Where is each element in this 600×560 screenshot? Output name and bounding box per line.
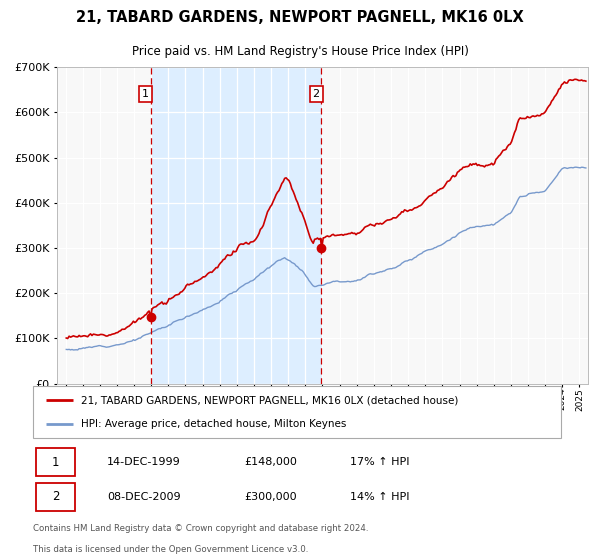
FancyBboxPatch shape — [33, 386, 561, 438]
Text: HPI: Average price, detached house, Milton Keynes: HPI: Average price, detached house, Milt… — [80, 419, 346, 429]
Text: 08-DEC-2009: 08-DEC-2009 — [107, 492, 181, 502]
Text: 14% ↑ HPI: 14% ↑ HPI — [350, 492, 409, 502]
Text: Contains HM Land Registry data © Crown copyright and database right 2024.: Contains HM Land Registry data © Crown c… — [33, 524, 368, 533]
FancyBboxPatch shape — [35, 448, 75, 476]
Text: This data is licensed under the Open Government Licence v3.0.: This data is licensed under the Open Gov… — [33, 544, 308, 554]
Text: £300,000: £300,000 — [244, 492, 297, 502]
Text: 1: 1 — [52, 455, 59, 469]
Bar — [151, 67, 322, 384]
Text: 14-DEC-1999: 14-DEC-1999 — [107, 457, 181, 467]
FancyBboxPatch shape — [35, 483, 75, 511]
Text: Price paid vs. HM Land Registry's House Price Index (HPI): Price paid vs. HM Land Registry's House … — [131, 45, 469, 58]
Text: 17% ↑ HPI: 17% ↑ HPI — [350, 457, 409, 467]
Text: £148,000: £148,000 — [244, 457, 297, 467]
Text: 2: 2 — [52, 491, 59, 503]
Text: 1: 1 — [142, 89, 149, 99]
Text: 21, TABARD GARDENS, NEWPORT PAGNELL, MK16 0LX (detached house): 21, TABARD GARDENS, NEWPORT PAGNELL, MK1… — [80, 395, 458, 405]
Text: 2: 2 — [313, 89, 320, 99]
Text: 21, TABARD GARDENS, NEWPORT PAGNELL, MK16 0LX: 21, TABARD GARDENS, NEWPORT PAGNELL, MK1… — [76, 10, 524, 25]
